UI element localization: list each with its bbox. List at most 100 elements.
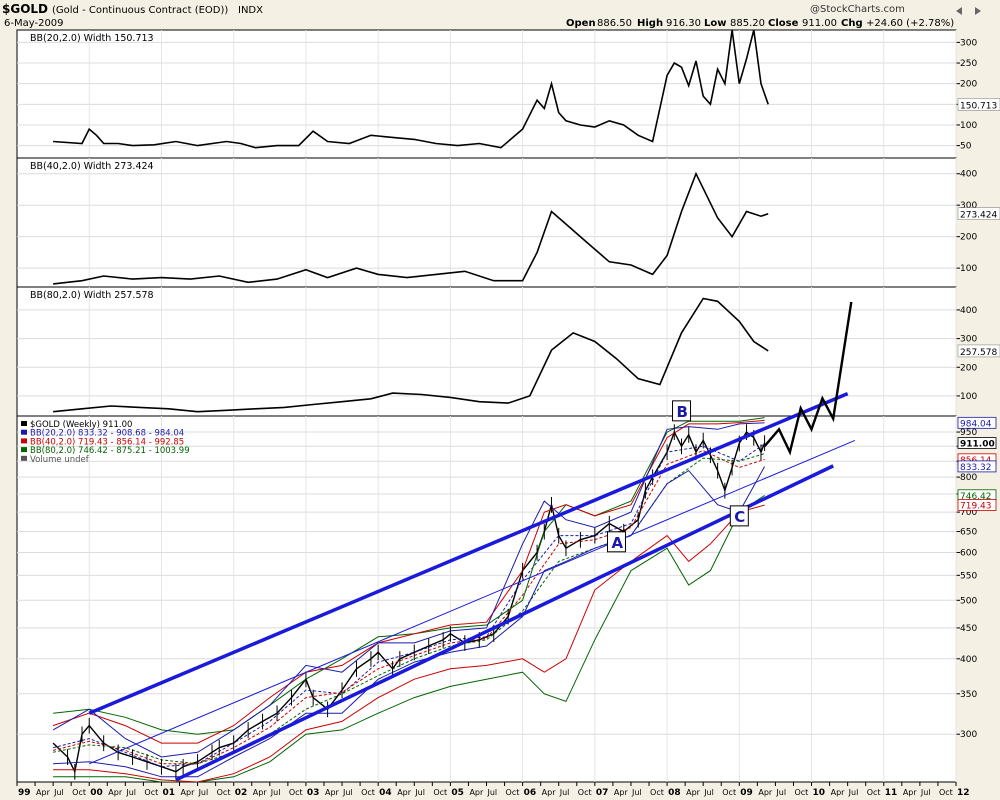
xtick-label: Jul bbox=[703, 788, 714, 797]
ytick-label: 300 bbox=[960, 335, 977, 345]
xtick-label: Apr bbox=[325, 788, 340, 797]
ytick-label: 950 bbox=[960, 428, 977, 438]
width-line bbox=[53, 171, 769, 285]
price-flag bbox=[957, 437, 997, 449]
price-flag bbox=[957, 460, 997, 473]
high-value: 916.30 bbox=[666, 18, 701, 29]
xtick-label: Oct bbox=[289, 788, 303, 797]
xtick-label: Jul bbox=[414, 788, 425, 797]
low-value: 885.20 bbox=[730, 18, 765, 29]
ytick-label: 100 bbox=[960, 121, 977, 131]
ytick-label: 300 bbox=[960, 38, 977, 48]
xtick-label: Apr bbox=[181, 788, 196, 797]
xtick-label: 12 bbox=[957, 788, 970, 798]
triangle-right-icon[interactable] bbox=[975, 7, 981, 15]
series-bb80-lower bbox=[53, 494, 765, 782]
last-value-label: 150.713 bbox=[960, 101, 997, 111]
legend-entry: BB(80,2.0) 746.42 - 875.21 - 1003.99 bbox=[30, 446, 190, 456]
legend-swatch bbox=[21, 447, 27, 453]
xtick-label: 04 bbox=[379, 788, 392, 798]
xtick-label: 99 bbox=[18, 788, 31, 798]
lower-channel-line bbox=[175, 464, 834, 782]
symbol-description: (Gold - Continuous Contract (EOD)) bbox=[52, 5, 228, 16]
xtick-label: 03 bbox=[307, 788, 320, 798]
ytick-label: 400 bbox=[960, 170, 977, 180]
xtick-label: 05 bbox=[451, 788, 464, 798]
xtick-label: Apr bbox=[614, 788, 629, 797]
xtick-label: Oct bbox=[794, 788, 808, 797]
xtick-label: Jul bbox=[487, 788, 498, 797]
last-value-flag bbox=[957, 207, 1000, 220]
symbol-title: $GOLD bbox=[2, 2, 48, 16]
xtick-label: Apr bbox=[253, 788, 268, 797]
legend-entry: Volume undef bbox=[30, 455, 90, 465]
chg-value: +24.60 (+2.78%) bbox=[866, 18, 954, 29]
xtick-label: 09 bbox=[740, 788, 753, 798]
price-flag-label: 719.43 bbox=[960, 501, 992, 511]
price-flag-label: 746.42 bbox=[960, 492, 992, 502]
panel-bb40-width: 100 200 300 400 BB(40,2.0) Width 273.424 273.… bbox=[16, 157, 1000, 288]
annotation-box bbox=[729, 505, 749, 527]
xtick-label: Oct bbox=[650, 788, 664, 797]
ytick-label: 300 bbox=[960, 201, 977, 211]
panel-frame bbox=[16, 157, 957, 288]
last-value-flag bbox=[957, 98, 1000, 111]
xtick-label: 06 bbox=[524, 788, 537, 798]
low-label: Low bbox=[704, 18, 726, 29]
xtick-label: Apr bbox=[686, 788, 701, 797]
xtick-label: Apr bbox=[397, 788, 412, 797]
chg-label: Chg bbox=[841, 18, 863, 29]
xtick-label: Oct bbox=[506, 788, 520, 797]
xtick-label: Apr bbox=[469, 788, 484, 797]
xtick-label: Apr bbox=[758, 788, 773, 797]
xtick-label: Oct bbox=[72, 788, 86, 797]
price-flag-label: 833.32 bbox=[960, 463, 992, 473]
ytick-label: 100 bbox=[960, 264, 977, 274]
middle-channel-line bbox=[89, 440, 856, 765]
ytick-label: 100 bbox=[960, 392, 977, 402]
panel-title-text: BB(20,2.0) Width 150.713 bbox=[30, 33, 154, 44]
ytick-label: 400 bbox=[960, 655, 977, 665]
projection-line bbox=[763, 301, 853, 456]
site-logo[interactable]: @StockCharts.com bbox=[810, 4, 905, 15]
legend-swatch bbox=[21, 421, 27, 426]
xtick-label: Oct bbox=[361, 788, 375, 797]
xtick-label: Oct bbox=[578, 788, 592, 797]
price-flag bbox=[957, 416, 997, 429]
upper-channel-line bbox=[88, 392, 849, 715]
price-flag bbox=[957, 499, 997, 511]
annotation-box bbox=[607, 531, 627, 553]
xtick-label: Apr bbox=[903, 788, 918, 797]
xtick-label: Jul bbox=[270, 788, 281, 797]
xtick-label: Apr bbox=[36, 788, 51, 797]
xtick-label: Apr bbox=[831, 788, 846, 797]
chart-header: $GOLD (Gold - Continuous Contract (EOD))… bbox=[2, 2, 981, 29]
annotation-label: C bbox=[734, 508, 745, 526]
high-label: High bbox=[637, 18, 663, 29]
panel-frame bbox=[16, 29, 957, 159]
panel-title: BB(40,2.0) Width 273.424 bbox=[30, 161, 154, 172]
open-value: 886.50 bbox=[597, 18, 632, 29]
ytick-label: 600 bbox=[960, 549, 977, 559]
xtick-label: Oct bbox=[144, 788, 158, 797]
xtick-label: Apr bbox=[542, 788, 557, 797]
panel-bb20-width: 50100150200250300BB(20,2.0) Width 150.71… bbox=[16, 29, 1000, 159]
close-value: 911.00 bbox=[802, 18, 837, 29]
xtick-label: Jul bbox=[775, 788, 786, 797]
xtick-label: 11 bbox=[885, 788, 898, 798]
ytick-label: 200 bbox=[960, 363, 977, 373]
xtick-label: 01 bbox=[162, 788, 175, 798]
legend-swatch bbox=[21, 429, 27, 435]
price-flag-label: 911.00 bbox=[960, 440, 995, 450]
ytick-label: 250 bbox=[960, 59, 977, 69]
ytick-label: 200 bbox=[960, 80, 977, 90]
annotation-box bbox=[672, 400, 692, 422]
triangle-left-icon[interactable] bbox=[956, 7, 962, 15]
panel-title: BB(20,2.0) Width 150.713 bbox=[30, 33, 154, 44]
chart-panels: 50100150200250300BB(20,2.0) Width 150.71… bbox=[16, 29, 1000, 798]
width-line bbox=[53, 297, 769, 413]
exchange-label: INDX bbox=[238, 5, 263, 16]
ytick-label: 50 bbox=[960, 142, 972, 152]
ytick-label: 550 bbox=[960, 571, 977, 581]
xtick-label: Apr bbox=[108, 788, 123, 797]
